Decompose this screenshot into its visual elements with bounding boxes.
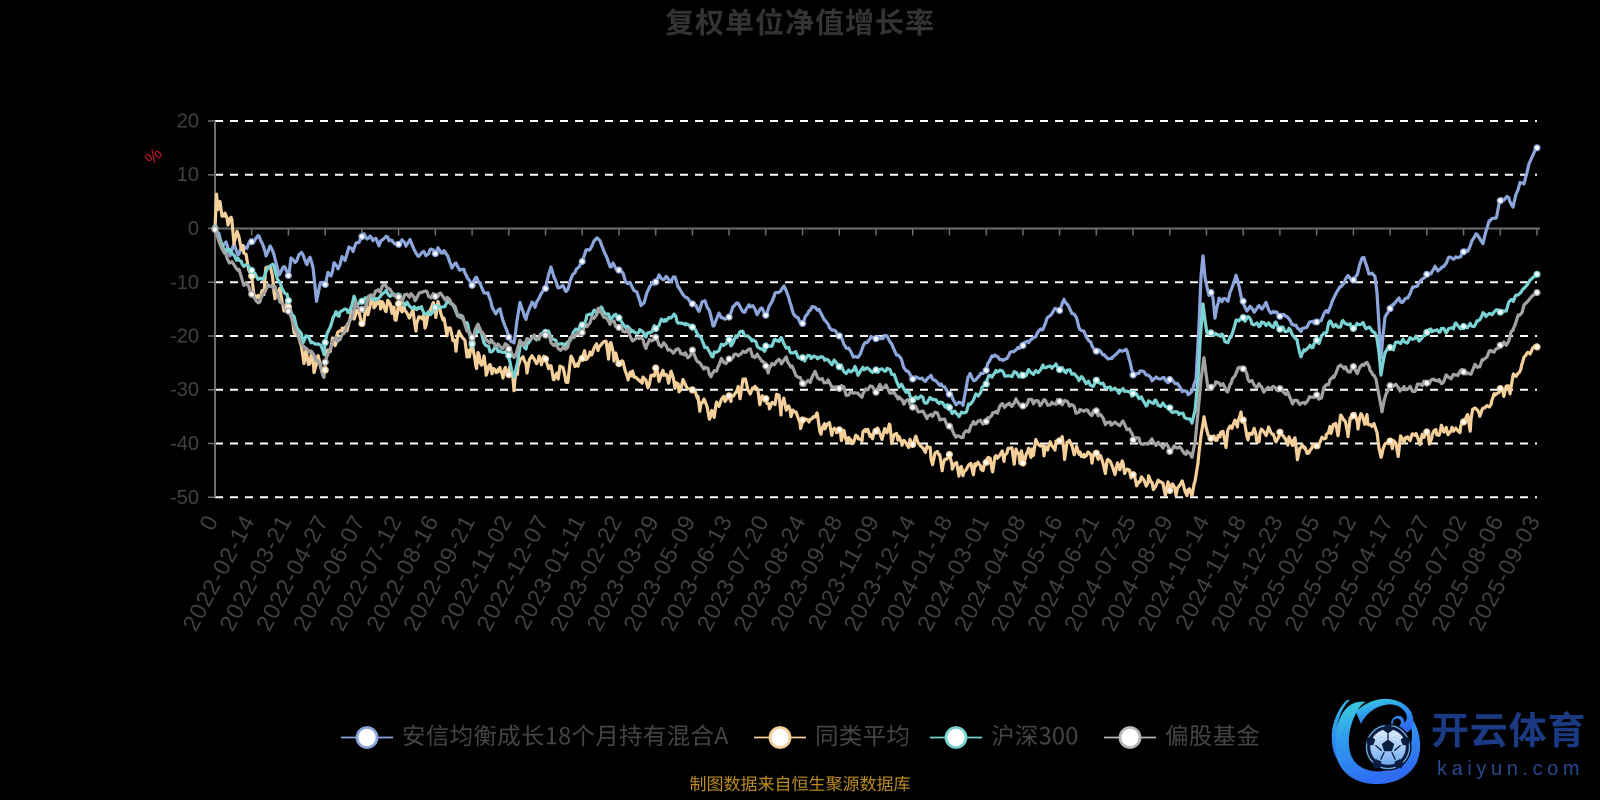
svg-text:-30: -30 xyxy=(170,379,199,401)
svg-text:-20: -20 xyxy=(170,326,199,348)
svg-text:0: 0 xyxy=(188,218,199,240)
svg-text:kaiyun.com: kaiyun.com xyxy=(1437,758,1584,780)
svg-text:-40: -40 xyxy=(170,433,199,455)
svg-text:20: 20 xyxy=(177,111,199,133)
svg-text:10: 10 xyxy=(177,164,199,186)
svg-text:-10: -10 xyxy=(170,272,199,294)
svg-text:-50: -50 xyxy=(170,487,199,509)
